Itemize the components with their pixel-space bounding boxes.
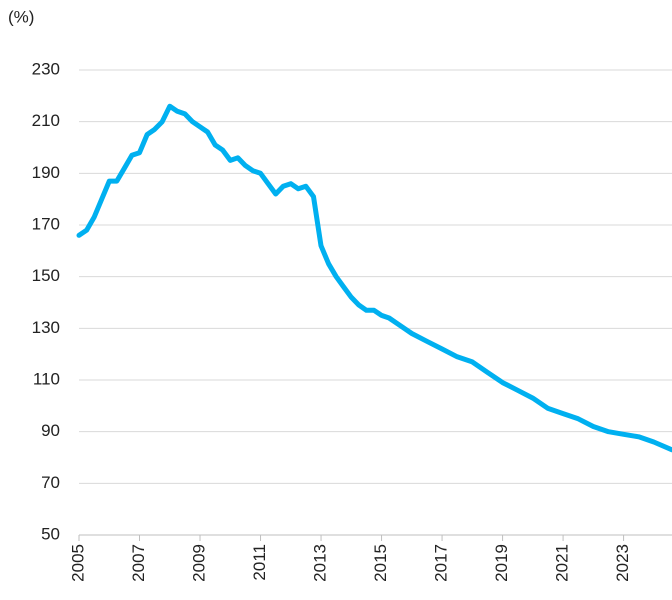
x-tick-label: 2007 <box>129 544 148 582</box>
x-tick-label: 2011 <box>250 544 269 581</box>
y-tick-label: 190 <box>32 163 60 182</box>
y-tick-label: 90 <box>41 421 60 440</box>
line <box>76 103 672 453</box>
y-tick-label: 230 <box>32 59 60 78</box>
x-tick-label: 2019 <box>492 544 511 582</box>
x-tick-label: 2017 <box>432 544 451 582</box>
x-tick-label: 2015 <box>371 544 390 582</box>
y-tick-label: 150 <box>32 266 60 285</box>
y-tick-label: 50 <box>41 524 60 543</box>
x-tick-label: 2021 <box>553 544 572 582</box>
y-tick-label: 210 <box>32 111 60 130</box>
y-tick-label: 170 <box>32 214 60 233</box>
x-tick-label: 2005 <box>68 544 87 582</box>
x-tick-label: 2013 <box>311 544 330 582</box>
y-tick-label: 110 <box>33 369 60 388</box>
x-tick-label: 2009 <box>190 544 209 582</box>
y-tick-label: 130 <box>32 318 60 337</box>
y-tick-label: 70 <box>41 473 60 492</box>
y-axis-label: (%) <box>8 7 34 26</box>
x-tick-label: 2023 <box>613 544 632 582</box>
